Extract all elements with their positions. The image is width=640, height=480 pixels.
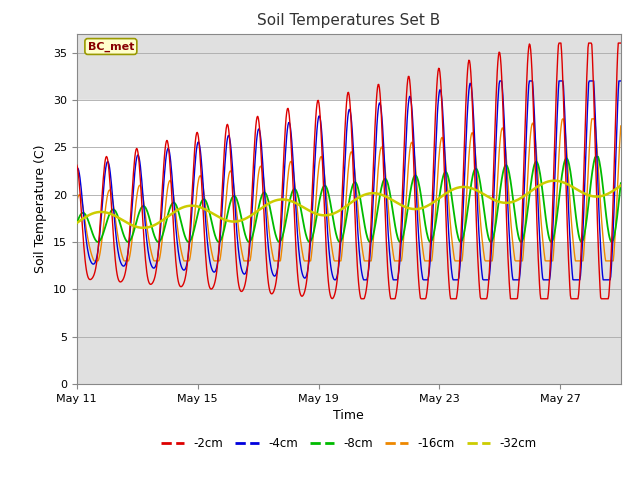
Text: BC_met: BC_met <box>88 41 134 52</box>
Y-axis label: Soil Temperature (C): Soil Temperature (C) <box>35 144 47 273</box>
Bar <box>77 100 621 242</box>
Title: Soil Temperatures Set B: Soil Temperatures Set B <box>257 13 440 28</box>
X-axis label: Time: Time <box>333 409 364 422</box>
Legend: -2cm, -4cm, -8cm, -16cm, -32cm: -2cm, -4cm, -8cm, -16cm, -32cm <box>156 433 541 455</box>
